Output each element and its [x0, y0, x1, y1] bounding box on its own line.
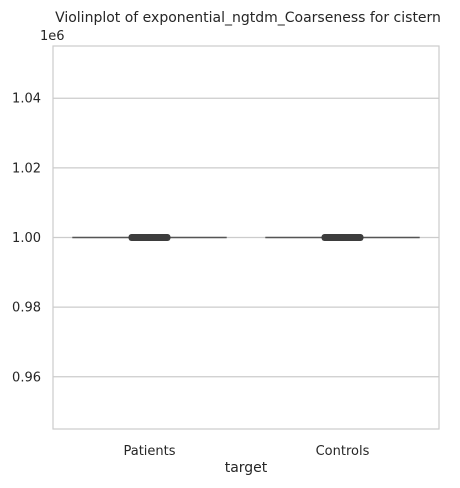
plot-frame	[52, 45, 440, 430]
x-tick-label: Patients	[123, 444, 175, 459]
y-axis-offset-label: 1e6	[40, 29, 65, 44]
x-tick-labels: Patients Controls	[123, 444, 369, 459]
x-axis-label: target	[225, 460, 268, 476]
y-tick-label: 1.04	[12, 92, 41, 107]
median-point-patients	[146, 234, 153, 241]
y-tick-label: 0.96	[12, 370, 41, 385]
x-tick-label: Controls	[316, 444, 370, 459]
median-point-controls	[339, 234, 346, 241]
y-tick-label: 0.98	[12, 301, 41, 316]
violins	[72, 234, 420, 241]
y-tick-label: 1.02	[12, 161, 41, 176]
y-tick-labels: 0.96 0.98 1.00 1.02 1.04	[12, 92, 41, 386]
y-tick-label: 1.00	[12, 231, 41, 246]
chart-title: Violinplot of exponential_ngtdm_Coarsene…	[55, 10, 441, 26]
